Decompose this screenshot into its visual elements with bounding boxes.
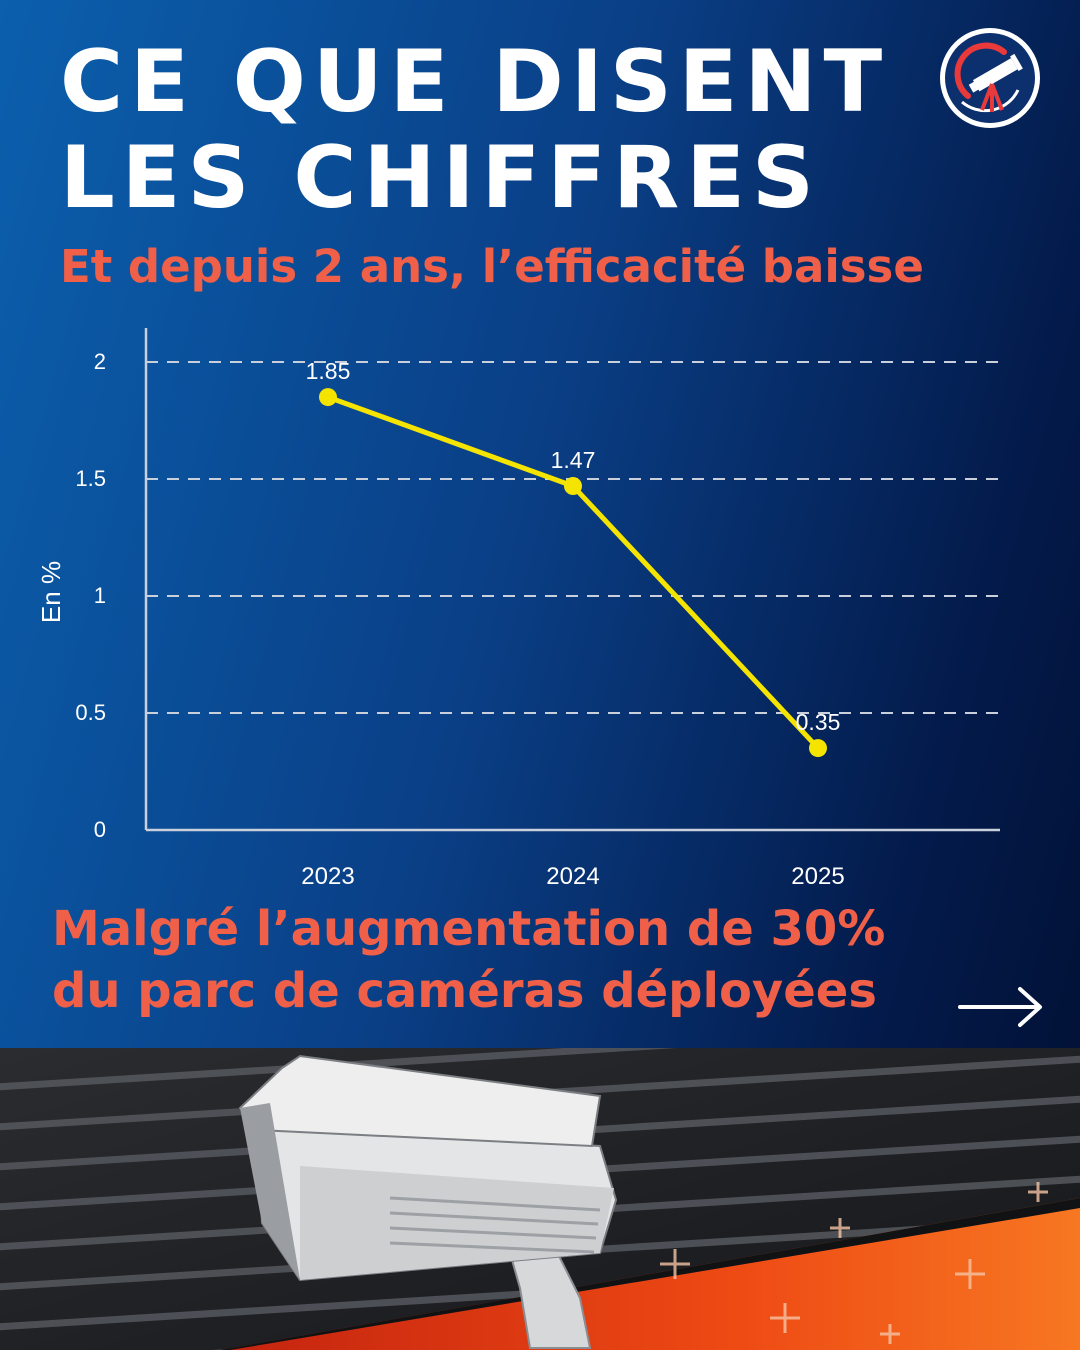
telescope-logo-icon (940, 28, 1040, 128)
y-tick-label: 0.5 (75, 700, 106, 725)
y-axis-label: En % (36, 561, 66, 623)
data-label: 1.85 (306, 358, 351, 384)
title-line-1: CE QUE DISENT (60, 32, 890, 132)
x-tick-label: 2025 (791, 863, 844, 890)
page-title: CE QUE DISENT LES CHIFFRES (60, 34, 889, 226)
data-label: 0.35 (796, 709, 841, 735)
data-label: 1.47 (551, 447, 596, 473)
x-tick-label: 2024 (546, 863, 599, 890)
arrow-right-icon[interactable] (958, 985, 1044, 1029)
data-point (319, 388, 337, 407)
y-tick-label: 2 (94, 349, 106, 374)
x-tick-label: 2023 (301, 863, 354, 890)
y-tick-label: 1.5 (75, 466, 106, 491)
y-tick-label: 0 (94, 817, 106, 842)
footer-note: Malgré l’augmentation de 30% du parc de … (52, 898, 885, 1022)
subtitle: Et depuis 2 ans, l’efficacité baisse (60, 240, 924, 293)
footer-note-line-2: du parc de caméras déployées (52, 963, 877, 1019)
footer-note-line-1: Malgré l’augmentation de 30% (52, 901, 886, 957)
data-point (809, 739, 827, 758)
data-point (564, 477, 582, 496)
title-line-2: LES CHIFFRES (60, 128, 821, 228)
y-tick-label: 1 (94, 583, 106, 608)
line-chart: 0 0.5 1 1.5 2 En % 2023 2024 2025 1.85 1.47 0.35 (36, 328, 1000, 890)
security-camera-photo (0, 1048, 1080, 1350)
